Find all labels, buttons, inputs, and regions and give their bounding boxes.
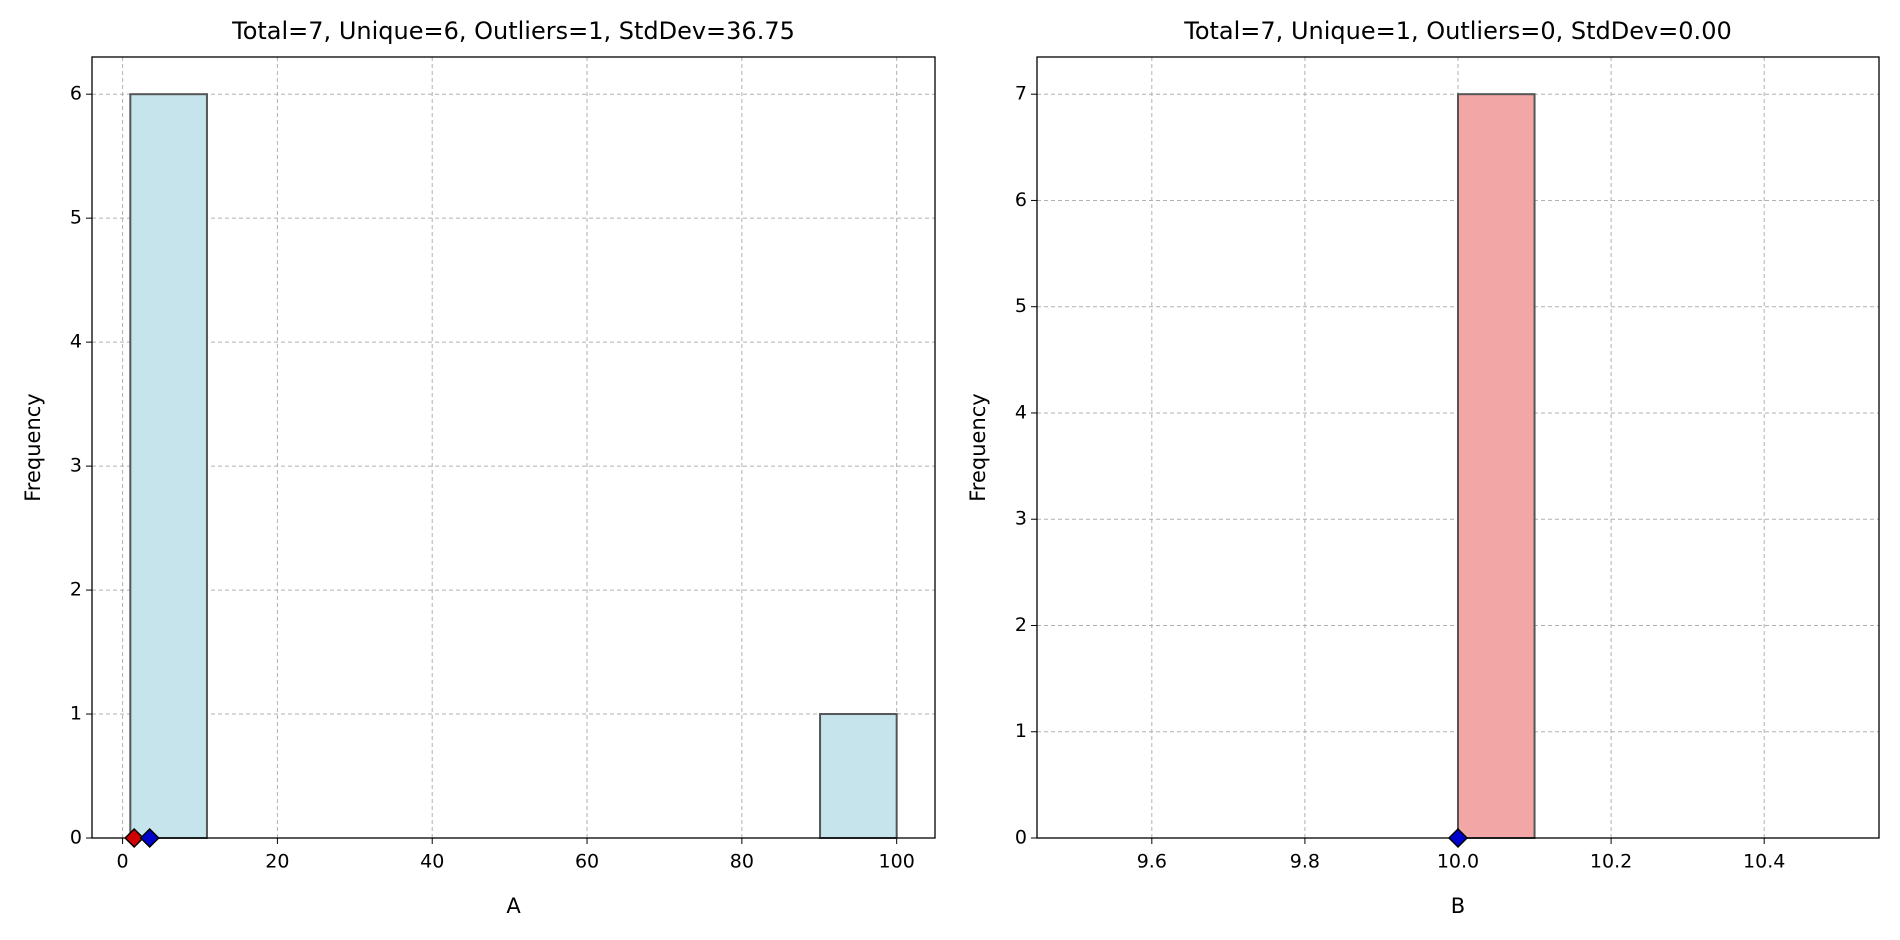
chart-title: Total=7, Unique=6, Outliers=1, StdDev=36… xyxy=(231,17,795,45)
y-tick-label: 2 xyxy=(70,579,82,601)
x-tick-label: 20 xyxy=(265,851,289,873)
x-tick-label: 100 xyxy=(879,851,915,873)
marker xyxy=(139,827,160,849)
y-tick-label: 4 xyxy=(70,331,82,353)
y-tick-label: 5 xyxy=(1015,295,1027,317)
x-tick-label: 40 xyxy=(420,851,444,873)
y-tick-label: 6 xyxy=(70,83,82,105)
y-tick-label: 1 xyxy=(1015,720,1027,742)
y-tick-label: 5 xyxy=(70,207,82,229)
y-tick-label: 3 xyxy=(70,455,82,477)
x-axis-label: A xyxy=(506,894,521,918)
y-tick-label: 2 xyxy=(1015,614,1027,636)
marker xyxy=(1447,827,1469,849)
bar xyxy=(1457,93,1536,839)
bar xyxy=(129,93,208,839)
y-axis-label: Frequency xyxy=(966,393,990,502)
marker xyxy=(124,827,145,849)
y-tick-label: 0 xyxy=(70,827,82,849)
x-axis-label: B xyxy=(1451,894,1465,918)
x-tick-label: 10.0 xyxy=(1437,851,1479,873)
y-tick-label: 3 xyxy=(1015,508,1027,530)
x-tick-label: 9.8 xyxy=(1290,851,1320,873)
chart-title: Total=7, Unique=1, Outliers=0, StdDev=0.… xyxy=(1183,17,1731,45)
y-tick-label: 0 xyxy=(1015,827,1027,849)
y-tick-label: 6 xyxy=(1015,189,1027,211)
x-tick-label: 10.2 xyxy=(1590,851,1632,873)
x-tick-label: 80 xyxy=(730,851,754,873)
x-tick-label: 60 xyxy=(575,851,599,873)
chart: 0 1 2 3 4 5 6 7 9.6 9.8 10.0 10.2 10.4 Total=7, Uniqu… xyxy=(966,17,1880,918)
y-tick-label: 1 xyxy=(70,703,82,725)
y-tick-label: 7 xyxy=(1015,83,1027,105)
x-tick-label: 0 xyxy=(117,851,129,873)
y-axis-label: Frequency xyxy=(21,393,45,502)
x-tick-label: 10.4 xyxy=(1743,851,1785,873)
x-tick-label: 9.6 xyxy=(1137,851,1167,873)
y-tick-label: 4 xyxy=(1015,401,1027,423)
bar xyxy=(819,713,898,839)
plot-frame xyxy=(91,56,936,839)
